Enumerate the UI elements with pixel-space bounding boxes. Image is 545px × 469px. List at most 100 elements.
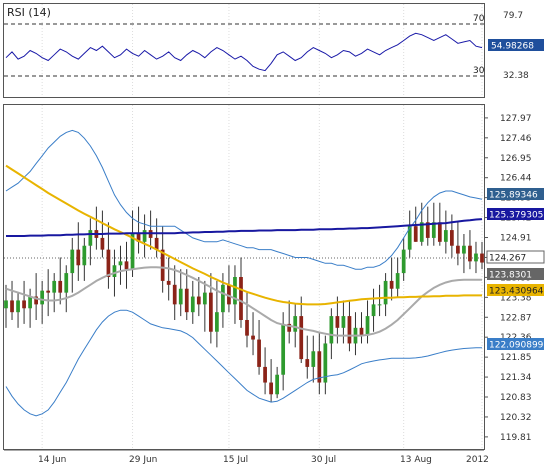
sma-long-line [6, 218, 483, 237]
candle-body [124, 261, 129, 270]
candle-body [474, 253, 478, 262]
rsi-last-value-label: 54.98268 [491, 42, 534, 52]
rsi-tick-label: 32.38 [503, 71, 529, 81]
candle-body [311, 351, 316, 367]
candle-body [257, 339, 261, 367]
price-tick-label: 120.32 [500, 413, 532, 423]
sma-short-value-label: 123.430964 [489, 287, 544, 297]
candlesticks [4, 202, 484, 403]
candle-body [76, 249, 81, 266]
price-tick-label: 119.81 [500, 433, 532, 443]
candle-body [329, 316, 334, 344]
candle-body [269, 382, 273, 395]
candle-body [208, 292, 213, 332]
candle-body [383, 280, 388, 305]
candle-body [251, 335, 255, 340]
candle-body [419, 222, 424, 242]
price-frame [3, 104, 485, 450]
candle-body [52, 280, 57, 293]
candle-body [299, 316, 304, 360]
candle-body [456, 245, 460, 254]
x-axis-label: 15 Jul [223, 455, 248, 465]
candle-body [407, 226, 412, 250]
candle-body [22, 300, 26, 309]
candle-body [28, 296, 32, 309]
sma-mid-line [5, 266, 482, 337]
candle-body [413, 226, 418, 242]
candle-body [450, 230, 454, 246]
bollinger-lower-line [5, 309, 482, 417]
lower-band-value-label: 122.090899 [489, 341, 544, 351]
candle-body [40, 290, 45, 305]
candle-body [395, 273, 400, 289]
candle-body [347, 316, 352, 344]
candle-body [377, 304, 382, 306]
candle-body [221, 284, 225, 313]
candle-body [130, 234, 135, 270]
price-tick-label: 121.85 [500, 353, 532, 363]
candle-body [359, 327, 364, 336]
rsi-tick-label: 79.7 [503, 11, 523, 21]
candle-body [112, 265, 117, 277]
candle-body [317, 351, 322, 383]
candle-body [281, 323, 286, 375]
price-tick-label: 121.34 [500, 373, 532, 383]
candle-body [323, 343, 328, 383]
price-tick-label: 127.97 [500, 114, 532, 124]
candle-body [335, 316, 340, 328]
candle-body [34, 296, 38, 305]
candle-body [136, 234, 141, 242]
candle-body [100, 237, 105, 250]
candle-body [58, 280, 63, 293]
sma-long-value-label: 125.379305 [489, 211, 543, 221]
price-tick-label: 122.87 [500, 313, 532, 323]
x-axis-label: 14 Jun [38, 455, 66, 465]
sma-short-line [5, 164, 482, 306]
candle-body [10, 300, 14, 313]
candle-body [118, 261, 123, 266]
price-tick-label: 123.38 [500, 293, 532, 303]
candle-body [389, 280, 394, 289]
candle-body [425, 222, 430, 238]
rsi-level-70-label: 70 [473, 14, 485, 24]
price-tick-label: 120.83 [500, 393, 532, 403]
candle-body [287, 323, 292, 332]
candle-body [142, 230, 147, 242]
x-axis-label: 2012 [466, 455, 489, 465]
sma-mid-badge [487, 268, 544, 280]
candle-body [233, 277, 237, 305]
rsi-last-value-badge [488, 39, 544, 51]
price-tick-label: 124.91 [500, 234, 532, 244]
x-axis: 14 Jun 29 Jun 15 Jul 30 Jul 13 Aug 2012 [4, 449, 489, 465]
candle-body [196, 296, 201, 305]
candle-body [437, 222, 442, 242]
sma-short-badge [487, 284, 544, 296]
rsi-frame [3, 3, 485, 98]
bollinger-upper-line [5, 129, 483, 270]
x-axis-label: 30 Jul [311, 455, 336, 465]
candle-body [462, 245, 466, 254]
candle-body [172, 284, 177, 305]
candle-body [227, 284, 231, 305]
sma-long-badge [487, 208, 544, 220]
lower-band-badge [487, 338, 544, 350]
candle-body [443, 230, 448, 242]
candle-body [468, 245, 472, 262]
upper-band-value-label: 125.89346 [489, 191, 538, 201]
rsi-title: RSI (14) [7, 6, 51, 19]
rsi-series-line [5, 32, 483, 72]
rsi-gridlines [41, 4, 483, 97]
x-axis-label: 29 Jun [129, 455, 157, 465]
candle-body [166, 280, 171, 285]
candle-body [263, 366, 267, 383]
candle-body [401, 249, 406, 274]
candle-body [239, 277, 243, 320]
sma-mid-value-label: 123.8301 [489, 271, 532, 281]
candle-body [178, 288, 183, 305]
candle-body [16, 300, 20, 313]
candle-body [160, 249, 165, 281]
price-tick-label: 127.46 [500, 134, 532, 144]
rsi-level-30-label: 30 [473, 66, 485, 76]
candle-body [82, 245, 87, 266]
